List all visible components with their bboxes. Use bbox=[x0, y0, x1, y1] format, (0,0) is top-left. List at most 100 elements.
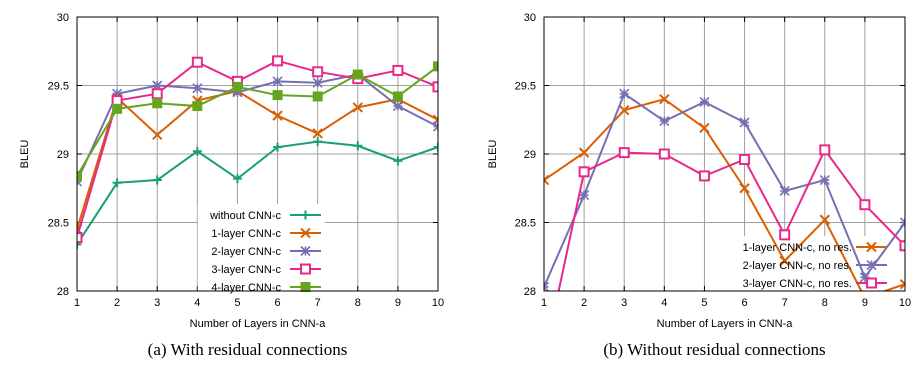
data-point bbox=[819, 214, 830, 225]
y-tick-label: 30 bbox=[524, 12, 536, 24]
x-tick-label: 4 bbox=[194, 297, 200, 309]
data-point bbox=[272, 110, 283, 121]
y-tick-label: 28.5 bbox=[48, 218, 69, 230]
data-point bbox=[619, 88, 630, 99]
data-point bbox=[739, 153, 751, 165]
data-point bbox=[432, 81, 438, 93]
data-point bbox=[619, 104, 630, 116]
legend-marker bbox=[300, 245, 311, 257]
data-point bbox=[152, 98, 163, 109]
data-point bbox=[659, 93, 670, 105]
x-tick-label: 7 bbox=[315, 297, 321, 309]
legend-marker bbox=[301, 210, 310, 220]
legend-label: 3-layer CNN-c, no res. bbox=[743, 278, 852, 290]
data-point bbox=[232, 87, 243, 98]
series-2 bbox=[544, 88, 905, 291]
data-point bbox=[899, 278, 905, 290]
y-tick-label: 30 bbox=[57, 12, 69, 24]
data-point bbox=[273, 142, 283, 152]
data-point bbox=[699, 96, 710, 108]
data-point bbox=[77, 239, 82, 249]
data-point bbox=[77, 170, 82, 181]
y-axis-label: BLEU bbox=[19, 140, 31, 169]
legend-label: 2-layer CNN-c bbox=[211, 246, 281, 258]
legend-label: 1-layer CNN-c bbox=[211, 228, 281, 240]
data-point bbox=[232, 174, 242, 184]
x-tick-label: 8 bbox=[822, 297, 828, 309]
x-tick-label: 8 bbox=[355, 297, 361, 309]
series-5 bbox=[77, 61, 438, 181]
data-point bbox=[859, 199, 871, 211]
data-point bbox=[578, 147, 590, 158]
data-point bbox=[392, 91, 403, 102]
data-point bbox=[578, 166, 590, 178]
series-line bbox=[77, 89, 438, 230]
series-line bbox=[77, 65, 438, 177]
data-point bbox=[152, 129, 163, 141]
figure-caption: (a) With residual connections bbox=[148, 340, 348, 359]
plot-frame bbox=[76, 16, 439, 292]
legend-marker bbox=[866, 259, 877, 271]
data-point bbox=[739, 117, 750, 128]
data-point bbox=[779, 229, 791, 241]
plot-frame bbox=[543, 16, 906, 292]
data-point bbox=[112, 178, 122, 188]
x-tick-label: 1 bbox=[541, 297, 547, 309]
data-point bbox=[698, 170, 710, 182]
y-tick-label: 28 bbox=[57, 286, 69, 298]
data-point bbox=[819, 174, 830, 186]
data-point bbox=[151, 88, 163, 100]
x-tick-label: 3 bbox=[621, 297, 627, 309]
data-point bbox=[111, 95, 123, 107]
series-line bbox=[544, 92, 905, 288]
data-point bbox=[659, 116, 670, 127]
data-point bbox=[899, 240, 905, 252]
x-axis-label: Number of Layers in CNN-a bbox=[657, 318, 794, 330]
x-tick-label: 1 bbox=[74, 297, 80, 309]
series-line bbox=[544, 98, 905, 291]
data-point bbox=[112, 103, 123, 114]
x-tick-label: 6 bbox=[741, 297, 747, 309]
data-point bbox=[699, 122, 710, 134]
series-line bbox=[77, 59, 438, 238]
series-line bbox=[77, 140, 438, 245]
series-3 bbox=[77, 69, 438, 187]
data-point bbox=[433, 61, 438, 72]
y-axis-label: BLEU bbox=[487, 140, 499, 169]
series-1 bbox=[544, 93, 905, 291]
data-point bbox=[232, 81, 243, 92]
data-point bbox=[393, 156, 403, 166]
x-axis-label: Number of Layers in CNN-a bbox=[190, 318, 327, 330]
series-3 bbox=[540, 144, 905, 364]
x-tick-label: 3 bbox=[154, 297, 160, 309]
data-point bbox=[312, 91, 323, 102]
data-point bbox=[192, 101, 203, 112]
x-tick-label: 2 bbox=[114, 297, 120, 309]
x-tick-label: 6 bbox=[274, 297, 280, 309]
data-point bbox=[272, 55, 284, 67]
series-line bbox=[557, 147, 905, 291]
x-tick-label: 9 bbox=[862, 297, 868, 309]
legend-label: without CNN-c bbox=[209, 210, 281, 222]
x-tick-label: 10 bbox=[899, 297, 911, 309]
data-point bbox=[819, 144, 831, 156]
y-tick-label: 29 bbox=[524, 149, 536, 161]
data-point bbox=[544, 174, 550, 186]
data-point bbox=[859, 272, 870, 283]
series-1 bbox=[77, 137, 438, 249]
legend-marker bbox=[300, 282, 311, 292]
x-tick-label: 10 bbox=[432, 297, 444, 309]
y-tick-label: 29.5 bbox=[48, 81, 69, 93]
data-point bbox=[540, 355, 549, 364]
data-point bbox=[618, 147, 630, 159]
data-point bbox=[779, 255, 790, 267]
legend-marker bbox=[300, 263, 311, 275]
data-point bbox=[272, 76, 283, 87]
x-tick-label: 5 bbox=[234, 297, 240, 309]
legend-label: 1-layer CNN-c, no res. bbox=[743, 242, 852, 254]
data-point bbox=[433, 142, 438, 152]
data-point bbox=[152, 80, 163, 91]
data-point bbox=[739, 183, 750, 194]
data-point bbox=[312, 77, 323, 88]
figure-caption: (b) Without residual connections bbox=[603, 340, 825, 359]
